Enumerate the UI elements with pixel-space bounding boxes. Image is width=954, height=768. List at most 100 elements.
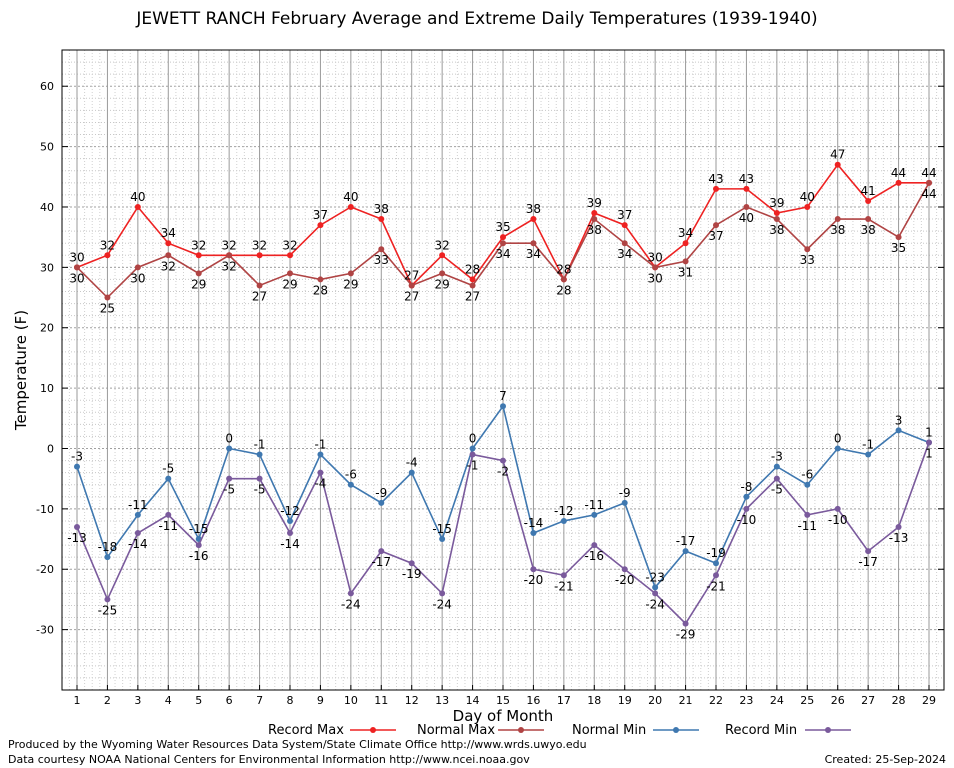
x-tick-label: 25 <box>800 694 814 707</box>
data-label: 31 <box>678 265 693 279</box>
x-tick-label: 24 <box>770 694 784 707</box>
data-point <box>530 216 537 223</box>
data-label: 32 <box>100 238 115 252</box>
data-point <box>773 216 780 223</box>
data-label: 34 <box>617 247 632 261</box>
data-point <box>591 216 598 223</box>
data-label: 37 <box>617 208 632 222</box>
data-point <box>74 264 80 271</box>
legend-marker <box>370 727 376 733</box>
data-point <box>104 554 111 561</box>
data-point <box>500 234 506 241</box>
data-label: 44 <box>921 166 936 180</box>
data-label: -20 <box>524 573 544 587</box>
data-point <box>469 451 476 458</box>
data-point <box>834 505 841 512</box>
data-label: 29 <box>191 277 206 291</box>
data-label: 28 <box>313 283 328 297</box>
data-label: -15 <box>189 522 209 536</box>
data-label: 30 <box>648 271 663 285</box>
data-point <box>256 282 263 289</box>
footer-created-date: Created: 25-Sep-2024 <box>824 753 946 766</box>
data-point <box>926 179 932 186</box>
data-point <box>347 590 354 597</box>
data-point <box>317 222 324 229</box>
footer-data-source: Data courtesy NOAA National Centers for … <box>8 753 530 766</box>
data-label: -10 <box>828 513 848 527</box>
data-point <box>560 572 567 579</box>
data-label: 43 <box>708 172 723 186</box>
data-label: -24 <box>341 597 361 611</box>
data-label: 32 <box>435 238 450 252</box>
data-point <box>226 475 233 482</box>
data-point <box>317 276 324 283</box>
footer-produced-by: Produced by the Wyoming Water Resources … <box>8 738 587 751</box>
data-label: -16 <box>189 549 209 563</box>
data-point <box>682 240 689 247</box>
data-point <box>378 499 385 506</box>
data-label: -5 <box>223 483 235 497</box>
data-point <box>408 560 415 567</box>
data-label: 34 <box>678 226 693 240</box>
data-label: 27 <box>465 289 480 303</box>
data-point <box>134 203 141 210</box>
data-point <box>165 511 172 518</box>
data-point <box>226 252 233 259</box>
data-point <box>165 252 172 259</box>
data-point <box>682 548 689 555</box>
data-point <box>104 252 111 259</box>
data-label: -17 <box>858 555 878 569</box>
data-point <box>287 252 293 259</box>
data-point <box>317 451 324 458</box>
data-label: 28 <box>465 262 480 276</box>
x-axis-label: Day of Month <box>453 707 554 725</box>
data-point <box>926 439 932 446</box>
data-label: 29 <box>282 277 297 291</box>
data-label: 33 <box>800 253 815 267</box>
data-label: -1 <box>254 438 266 452</box>
x-tick-label: 26 <box>831 694 845 707</box>
x-tick-label: 10 <box>344 694 358 707</box>
data-label: 38 <box>861 223 876 237</box>
x-tick-label: 6 <box>226 694 233 707</box>
data-label: 47 <box>830 148 845 162</box>
y-tick-label: -20 <box>36 563 54 576</box>
data-point <box>865 197 872 204</box>
data-label: -12 <box>554 504 574 518</box>
data-label: 32 <box>191 238 206 252</box>
data-label: 29 <box>343 277 358 291</box>
x-tick-label: 8 <box>287 694 294 707</box>
data-point <box>773 475 780 482</box>
data-label: -12 <box>280 504 300 518</box>
data-point <box>134 511 141 518</box>
data-label: -21 <box>706 579 726 593</box>
data-point <box>773 463 780 470</box>
data-label: 41 <box>861 184 876 198</box>
data-label: -10 <box>737 513 757 527</box>
data-point <box>804 203 811 210</box>
data-point <box>560 517 567 524</box>
data-label: -1 <box>314 438 326 452</box>
data-point <box>530 566 537 573</box>
data-label: -14 <box>524 516 544 530</box>
data-label: -11 <box>158 519 178 533</box>
data-label: 40 <box>343 190 358 204</box>
x-tick-label: 16 <box>526 694 540 707</box>
x-tick-label: 3 <box>134 694 141 707</box>
data-label: 39 <box>587 196 602 210</box>
x-tick-label: 19 <box>618 694 632 707</box>
data-point <box>256 252 263 259</box>
data-point <box>652 264 659 271</box>
data-point <box>621 240 628 247</box>
data-label: -14 <box>280 537 300 551</box>
data-label: -11 <box>584 498 604 512</box>
y-axis-label: Temperature (F) <box>12 310 30 431</box>
data-point <box>834 161 841 168</box>
data-label: -14 <box>128 537 148 551</box>
data-point <box>500 240 506 247</box>
legend-marker <box>518 727 524 733</box>
data-label: -5 <box>162 462 174 476</box>
data-label: 25 <box>100 302 115 316</box>
data-point <box>347 481 354 488</box>
data-label: 32 <box>282 238 297 252</box>
